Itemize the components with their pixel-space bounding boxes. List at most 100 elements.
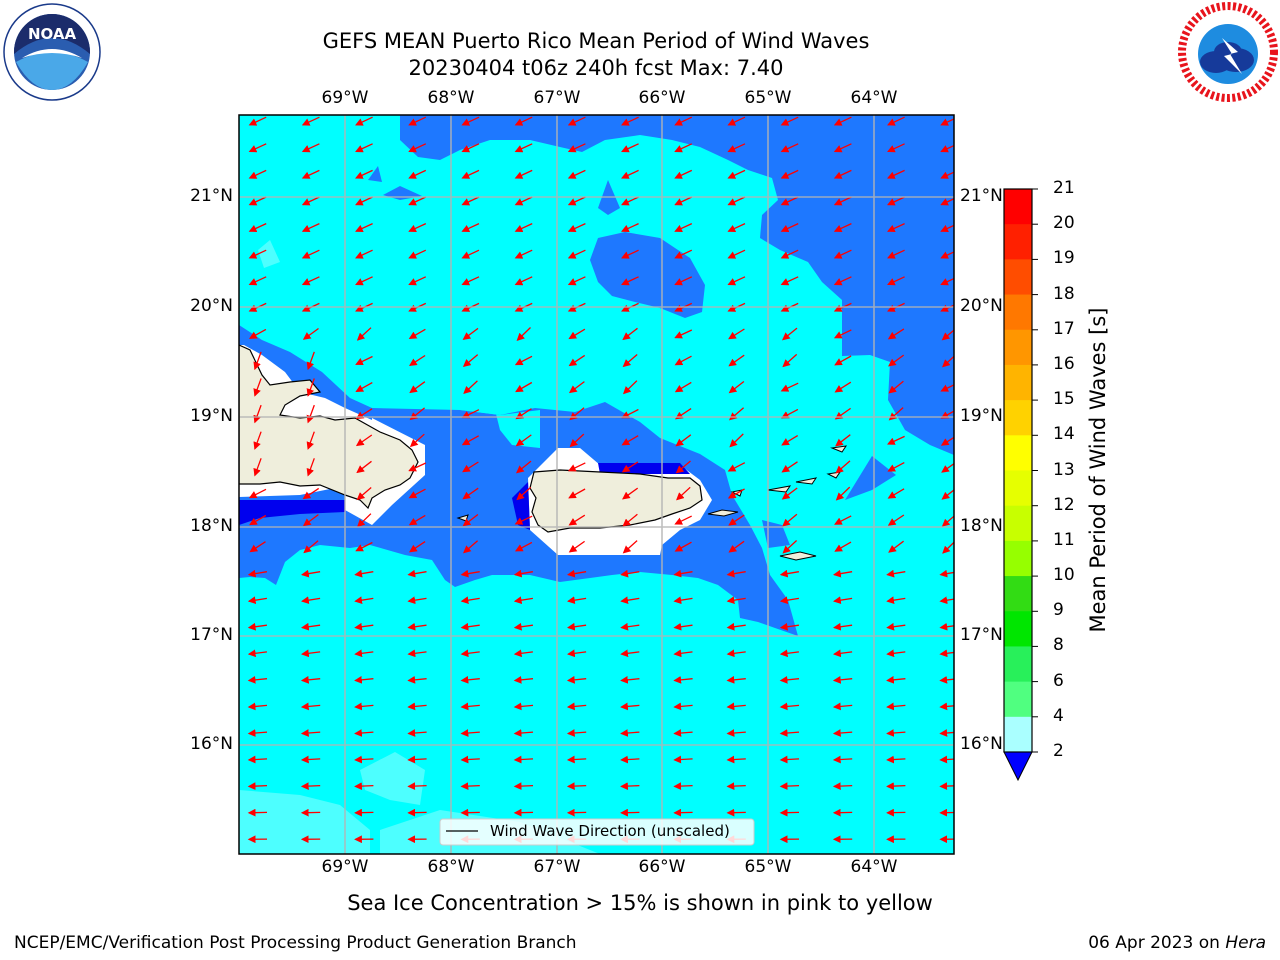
lon-label-top: 66°W xyxy=(638,88,686,108)
wind-wave-arrow xyxy=(460,569,480,578)
lat-label-left: 16°N xyxy=(190,734,233,754)
wind-wave-arrow xyxy=(939,649,954,658)
colorbar-tick-label: 13 xyxy=(1053,459,1075,480)
wind-wave-arrow xyxy=(514,541,533,552)
colorbar-tick-label: 19 xyxy=(1053,248,1075,269)
footer-date: 06 Apr 2023 on xyxy=(1088,933,1226,953)
wind-wave-arrow xyxy=(248,196,267,206)
wind-wave-arrow xyxy=(620,622,640,631)
wind-wave-arrow xyxy=(941,329,954,341)
wind-wave-arrow xyxy=(673,596,693,605)
wind-wave-arrow xyxy=(355,382,373,393)
ocean-field-pale-s xyxy=(360,752,425,805)
wind-wave-arrow xyxy=(354,729,374,737)
wind-wave-arrow xyxy=(301,116,320,126)
wind-wave-arrow xyxy=(408,116,427,126)
wind-wave-arrow xyxy=(460,782,480,791)
map-legend xyxy=(439,818,755,846)
wind-wave-arrow xyxy=(887,116,905,126)
wind-wave-arrow xyxy=(834,355,852,366)
wind-wave-arrow xyxy=(248,116,267,126)
wind-wave-arrow xyxy=(622,540,638,554)
wind-wave-arrow xyxy=(779,782,800,791)
wind-wave-arrow xyxy=(301,249,320,259)
wind-wave-arrow xyxy=(462,327,479,340)
wind-wave-arrow xyxy=(833,223,852,233)
lat-label-left: 21°N xyxy=(190,186,233,206)
land-st-croix xyxy=(779,551,817,561)
map-gridlines xyxy=(239,115,954,854)
wind-wave-arrow xyxy=(407,569,427,578)
wind-wave-arrow xyxy=(409,354,426,367)
colorbar-swatch xyxy=(1004,435,1032,472)
wind-wave-arrow xyxy=(622,513,638,527)
wind-wave-arrow xyxy=(726,755,746,764)
wind-wave-arrow xyxy=(726,596,746,605)
lon-label-bottom: 66°W xyxy=(638,857,686,877)
wind-wave-arrow xyxy=(886,755,906,764)
colorbar-swatch xyxy=(1004,364,1032,401)
wind-wave-arrow xyxy=(779,622,799,631)
wind-wave-arrow xyxy=(513,675,534,684)
wind-wave-arrow xyxy=(461,196,480,206)
wind-wave-arrow xyxy=(302,487,320,500)
wind-wave-arrow xyxy=(940,118,954,126)
wind-wave-arrow xyxy=(887,435,905,445)
colorbar-swatch xyxy=(1004,400,1032,436)
wind-wave-arrow xyxy=(409,541,426,553)
ocean-field-deep-blue-w xyxy=(239,500,345,525)
wind-wave-arrow xyxy=(779,755,800,764)
wind-wave-arrow xyxy=(674,249,693,259)
colorbar-tick-label: 10 xyxy=(1053,565,1075,586)
lon-label-top: 69°W xyxy=(321,88,369,108)
wind-wave-arrow xyxy=(514,169,533,179)
footer-host: Hera xyxy=(1225,933,1266,953)
wind-wave-arrow xyxy=(300,729,321,737)
wind-wave-arrow xyxy=(354,649,374,658)
nws-logo-icon xyxy=(1178,2,1278,102)
wind-wave-arrow xyxy=(673,755,693,764)
wind-wave-arrow xyxy=(673,649,693,658)
wind-wave-arrow xyxy=(833,569,853,578)
wind-wave-arrow xyxy=(834,381,852,393)
wind-wave-arrow xyxy=(939,782,954,791)
wind-wave-arrow xyxy=(306,404,315,424)
wind-wave-arrow xyxy=(779,596,800,605)
wind-wave-arrow xyxy=(513,782,534,791)
wind-wave-arrow xyxy=(622,487,639,500)
wind-wave-arrow xyxy=(301,569,321,578)
wind-wave-arrow xyxy=(780,382,799,392)
wind-wave-arrow xyxy=(886,702,906,711)
wind-wave-arrow xyxy=(253,351,262,371)
wind-wave-arrow xyxy=(355,434,373,447)
wind-wave-arrow xyxy=(887,223,905,233)
lon-label-bottom: 64°W xyxy=(850,857,898,877)
wind-wave-arrow xyxy=(886,649,906,658)
wind-wave-arrow xyxy=(567,649,587,658)
lat-label-right: 17°N xyxy=(960,625,1003,645)
wind-wave-arrow xyxy=(727,249,746,259)
wind-wave-arrow xyxy=(620,702,640,711)
wind-wave-arrow xyxy=(460,755,480,764)
colorbar-tick-label: 2 xyxy=(1053,741,1064,761)
wind-wave-arrow xyxy=(674,169,693,179)
land-puerto-rico xyxy=(529,469,703,533)
wind-wave-arrow xyxy=(620,649,640,658)
wind-wave-arrow xyxy=(407,782,427,791)
wind-wave-arrow xyxy=(355,169,373,179)
wind-wave-arrow xyxy=(463,380,478,394)
wind-wave-arrow xyxy=(888,540,904,553)
wind-wave-arrow xyxy=(727,116,746,126)
wind-wave-arrow xyxy=(253,378,262,397)
wind-wave-arrow xyxy=(247,702,268,711)
wind-wave-arrow xyxy=(620,596,640,605)
wind-wave-arrow xyxy=(248,143,267,153)
wind-wave-arrow xyxy=(833,116,852,126)
footer-left: NCEP/EMC/Verification Post Processing Pr… xyxy=(14,933,577,953)
wind-wave-arrow xyxy=(832,729,853,737)
land-tortola xyxy=(795,477,818,485)
colorbar-tick-label: 4 xyxy=(1053,705,1064,726)
wind-wave-arrow xyxy=(887,488,905,499)
wind-wave-arrow xyxy=(460,649,480,658)
wind-wave-arrow xyxy=(727,488,745,499)
